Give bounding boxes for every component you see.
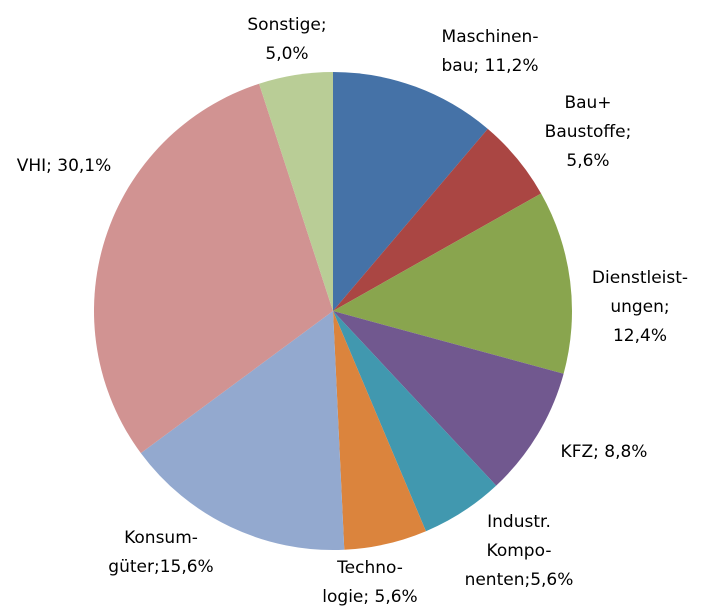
pie-slice [333, 128, 542, 311]
pie-slice [140, 311, 345, 550]
pie-slice [333, 193, 572, 374]
slice-label: Bau+ [564, 93, 611, 113]
slice-label: ungen; [610, 297, 669, 317]
slice-label: güter;15,6% [108, 557, 213, 577]
slice-label: Industr. [487, 512, 551, 532]
slice-label: Konsum- [124, 528, 198, 548]
slice-label: Dienstleist- [592, 268, 688, 288]
slice-label: Kompo- [487, 541, 552, 561]
slice-label: Baustoffe; [545, 122, 632, 142]
pie-slice [259, 72, 333, 311]
slice-label: bau; 11,2% [441, 56, 538, 76]
slice-label: Techno- [336, 558, 403, 578]
slice-label: 12,4% [613, 326, 667, 346]
slice-label: VHI; 30,1% [17, 156, 112, 176]
pie-slice [333, 72, 488, 311]
slice-label: 5,0% [265, 44, 308, 64]
slice-label: logie; 5,6% [322, 587, 417, 606]
slice-label: Sonstige; [247, 15, 326, 35]
slice-label: KFZ; 8,8% [561, 442, 648, 462]
slice-label: Maschinen- [442, 27, 539, 47]
slice-label: 5,6% [566, 151, 609, 171]
pie-slice [93, 83, 334, 454]
pie-slice [333, 311, 497, 532]
pie-slice [333, 311, 426, 550]
pie-slice [333, 311, 564, 486]
slice-label: nenten;5,6% [465, 570, 574, 590]
